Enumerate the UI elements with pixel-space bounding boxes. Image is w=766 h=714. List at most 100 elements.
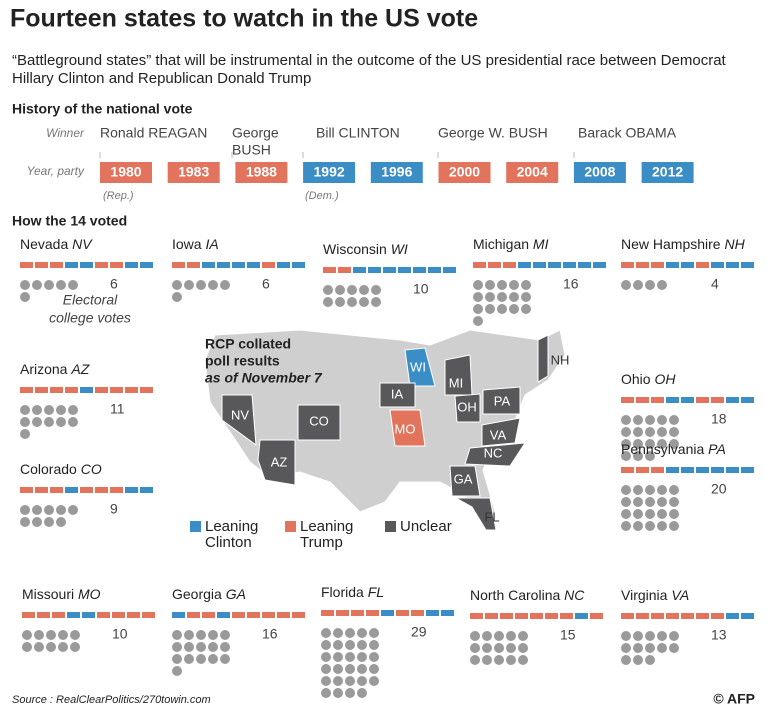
- vote-bar: [140, 387, 153, 393]
- vote-bar: [428, 267, 441, 273]
- vote-bar: [50, 487, 63, 493]
- state-abbr: CO: [81, 461, 102, 477]
- vote-bar: [681, 262, 694, 268]
- vote-bar: [35, 262, 48, 268]
- state-abbr: NH: [724, 236, 745, 252]
- state-abbr: NC: [564, 587, 585, 603]
- state-name: New Hampshire NH: [621, 236, 746, 252]
- votes-label: 9: [110, 501, 118, 517]
- electoral-dot: [333, 688, 343, 698]
- vote-bar: [37, 612, 50, 618]
- map-label: WI: [410, 359, 426, 374]
- year-box: [235, 162, 288, 183]
- electoral-dot: [645, 427, 655, 437]
- votes-label: 15: [560, 627, 576, 643]
- vote-bar: [187, 262, 200, 268]
- electoral-dot: [657, 415, 667, 425]
- electoral-dot: [669, 427, 679, 437]
- map-label: IA: [391, 386, 404, 401]
- votes-label: 18: [711, 411, 727, 427]
- electoral-dot: [669, 643, 679, 653]
- votes-label: 13: [711, 627, 727, 643]
- state-name: Michigan MI: [473, 236, 549, 252]
- electoral-dot: [184, 280, 194, 290]
- map-label: VA: [490, 427, 507, 442]
- electoral-dot: [345, 676, 355, 686]
- section-heading: History of the national vote: [12, 101, 193, 117]
- electoral-dot: [482, 631, 492, 641]
- electoral-dot: [470, 631, 480, 641]
- vote-bar: [110, 487, 123, 493]
- electoral-dot: [46, 630, 56, 640]
- electoral-dot: [657, 509, 667, 519]
- electoral-dot: [56, 505, 66, 515]
- electoral-dot: [669, 521, 679, 531]
- electoral-dot: [68, 505, 78, 515]
- state-abbr: AZ: [70, 361, 89, 377]
- vote-bar: [488, 262, 501, 268]
- vote-bar: [80, 387, 93, 393]
- vote-bar: [711, 613, 724, 619]
- vote-bar: [338, 267, 351, 273]
- map-state: [389, 409, 426, 447]
- vote-bar: [20, 387, 33, 393]
- state-abbr: MI: [533, 236, 549, 252]
- vote-bar: [696, 397, 709, 403]
- vote-bar: [575, 613, 588, 619]
- vote-bar: [443, 267, 456, 273]
- electoral-dot: [347, 285, 357, 295]
- vote-bar: [82, 612, 95, 618]
- electoral-dot: [333, 640, 343, 650]
- electoral-dot: [497, 280, 507, 290]
- vote-bar: [396, 610, 409, 616]
- vote-bar: [636, 467, 649, 473]
- electoral-dot: [20, 417, 30, 427]
- state-abbr: MO: [78, 586, 101, 602]
- electoral-dot: [645, 509, 655, 519]
- electoral-dot: [196, 642, 206, 652]
- map-title: as of November 7: [205, 370, 323, 386]
- state-name: New Hampshire: [621, 236, 721, 252]
- electoral-dot: [657, 427, 667, 437]
- vote-bar: [52, 612, 65, 618]
- electoral-dot: [509, 292, 519, 302]
- row-label: Winner: [46, 126, 85, 140]
- winner-name: George W. BUSH: [438, 125, 548, 141]
- electoral-dot: [22, 642, 32, 652]
- electoral-dot: [473, 280, 483, 290]
- vote-bar: [187, 612, 200, 618]
- electoral-dot: [645, 451, 655, 461]
- state-name: Colorado CO: [20, 461, 102, 477]
- vote-bar: [621, 397, 634, 403]
- map-label: PA: [494, 393, 511, 408]
- year-box: [438, 162, 491, 183]
- electoral-dot: [506, 643, 516, 653]
- electoral-dot: [333, 652, 343, 662]
- electoral-dot: [172, 280, 182, 290]
- electoral-dot: [220, 280, 230, 290]
- electoral-dot: [345, 652, 355, 662]
- electoral-dot: [323, 285, 333, 295]
- electoral-dot: [669, 415, 679, 425]
- winner-name: Bill CLINTON: [316, 125, 400, 141]
- vote-bar: [413, 267, 426, 273]
- vote-bar: [95, 262, 108, 268]
- winner-name: George: [232, 125, 279, 141]
- year-label: 2004: [517, 164, 548, 180]
- electoral-dot: [20, 505, 30, 515]
- vote-bar: [515, 613, 528, 619]
- electoral-dot: [633, 485, 643, 495]
- row-label: Year, party: [27, 164, 85, 178]
- year-label: 2008: [584, 164, 615, 180]
- vote-bar: [97, 612, 110, 618]
- map-state: [482, 386, 521, 415]
- year-box: [506, 162, 559, 183]
- electoral-dot: [208, 642, 218, 652]
- votes-label: 29: [411, 624, 427, 640]
- title: Fourteen states to watch in the US vote: [10, 5, 478, 33]
- electoral-dot: [621, 509, 631, 519]
- map-state: [481, 417, 521, 447]
- electoral-dot: [172, 654, 182, 664]
- vote-bar: [651, 467, 664, 473]
